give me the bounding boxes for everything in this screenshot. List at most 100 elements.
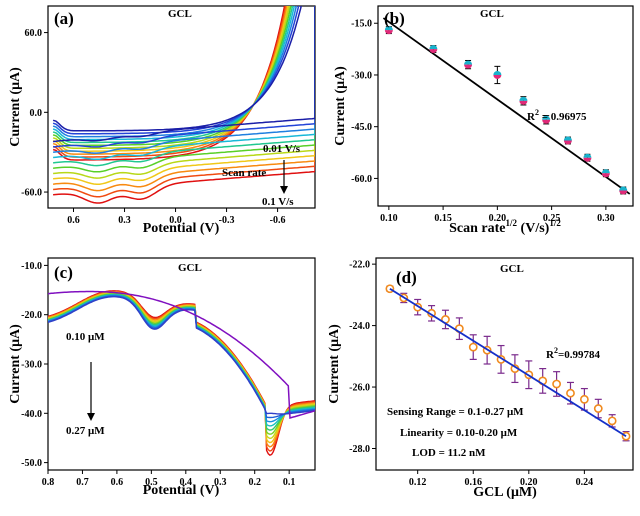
panel-b-plot bbox=[382, 17, 631, 195]
panel-b-ytick-label: -45.0 bbox=[351, 122, 372, 133]
panel-d-point bbox=[593, 404, 603, 413]
panel-b-r2: R2 = 0.96975 bbox=[527, 108, 587, 123]
panel-d-r2-value: =0.99784 bbox=[558, 349, 601, 361]
panel-b-point-top bbox=[619, 186, 628, 191]
panel-b-point-bottom bbox=[384, 30, 393, 35]
panel-c-xtick-label: 0.1 bbox=[283, 477, 296, 488]
panel-a-cv-curve bbox=[52, 6, 315, 161]
panel-c-xtick-label: 0.6 bbox=[111, 477, 124, 488]
panel-c-dpv-curve bbox=[48, 295, 315, 419]
panel-a-ylabel: Current (μA) bbox=[8, 67, 23, 147]
panel-a-cv-curve bbox=[52, 6, 315, 167]
panel-d-point bbox=[607, 416, 617, 426]
panel-a-xtick-label: 0.3 bbox=[118, 215, 131, 226]
panel-b-title: GCL bbox=[480, 8, 504, 20]
panel-b-point-top bbox=[464, 60, 473, 65]
panel-d-xtick-label: 0.12 bbox=[409, 477, 427, 488]
panel-c-annotation-low: 0.10 μM bbox=[66, 331, 105, 343]
panel-d-ytick-label: -28.0 bbox=[349, 444, 370, 455]
panel-b-xlabel-main: Scan rate bbox=[449, 221, 505, 236]
panel-a-cv-curve bbox=[52, 6, 315, 186]
panel-b-point-bottom bbox=[493, 74, 502, 79]
panel-b-point-bottom bbox=[619, 190, 628, 195]
panel-b-xlabel-unit: (V/s) bbox=[517, 221, 550, 236]
panel-a-title: GCL bbox=[168, 8, 192, 20]
panel-b-ylabel: Current (μA) bbox=[333, 66, 348, 146]
panel-c-dpv-curve bbox=[48, 293, 315, 431]
panel-a-ytick-label: 0.0 bbox=[30, 108, 43, 119]
panel-b-point-top bbox=[519, 96, 528, 101]
panel-b-xtick-label: 0.10 bbox=[380, 213, 398, 224]
panel-a-cv-curve bbox=[52, 6, 315, 179]
panel-b-point-top bbox=[563, 136, 572, 141]
panel-b-xlabel-unit-sup: 1/2 bbox=[549, 218, 561, 228]
panel-d-plot bbox=[385, 284, 631, 442]
panel-b-ticks: 0.10 0.15 0.20 0.25 0.30 -15.0 -30.0 -45.0 -60.0 bbox=[351, 19, 614, 224]
panel-c-xtick-label: 0.3 bbox=[214, 477, 227, 488]
panel-d-ytick-label: -26.0 bbox=[349, 383, 370, 394]
panel-c-xtick-label: 0.4 bbox=[180, 477, 193, 488]
panel-d-label: (d) bbox=[396, 268, 417, 287]
panel-c-dpv-curve-highest bbox=[48, 290, 315, 420]
panel-a-label: (a) bbox=[54, 9, 74, 28]
panel-d-xtick-label: 0.24 bbox=[576, 477, 594, 488]
panel-a-xtick-label: 0.0 bbox=[169, 215, 182, 226]
panel-c-ytick-label: -40.0 bbox=[21, 409, 42, 420]
panel-a-cv-curve bbox=[52, 6, 315, 204]
panel-d-point bbox=[579, 394, 589, 404]
panel-a-cv-curve bbox=[52, 6, 315, 198]
panel-c-dpv-curves: 0.8 0.7 0.6 0.5 0.4 0.3 0.2 0.1 -10.0 -20.0 -30.0 -… bbox=[8, 257, 316, 498]
panel-d-ytick-label: -22.0 bbox=[349, 260, 370, 271]
panel-b-frame bbox=[377, 5, 634, 207]
panel-d-info-linearity: Linearity = 0.10-0.20 μM bbox=[400, 427, 518, 439]
panel-c-dpv-curve bbox=[48, 294, 315, 427]
panel-b-scan-rate-plot: 0.10 0.15 0.20 0.25 0.30 -15.0 -30.0 -45.0 -60.0… bbox=[333, 5, 634, 236]
panel-a-ytick-label: 60.0 bbox=[25, 28, 43, 39]
panel-c-label: (c) bbox=[54, 263, 73, 282]
panel-b-ytick-label: -60.0 bbox=[351, 174, 372, 185]
panel-b-point-top bbox=[542, 115, 551, 120]
panel-a-annotation-fast: 0.01 V/s bbox=[263, 143, 301, 155]
panel-b-xtick-label: 0.25 bbox=[543, 213, 561, 224]
panel-d-r2-label: R bbox=[546, 349, 555, 361]
panel-c-ylabel: Current (μA) bbox=[8, 324, 23, 404]
panel-c-ytick-label: -30.0 bbox=[21, 360, 42, 371]
panel-d-calibration-plot: 0.12 0.16 0.20 0.24 -22.0 -24.0 -26.0 -28.0 (d)… bbox=[327, 257, 634, 500]
panel-b-r2-value: = 0.96975 bbox=[539, 111, 587, 123]
panel-c-dpv-curve bbox=[48, 296, 315, 415]
panel-a-xlabel: Potential (V) bbox=[143, 221, 220, 236]
panel-c-ytick-label: -50.0 bbox=[21, 458, 42, 469]
panel-d-info-lod: LOD = 11.2 nM bbox=[412, 447, 486, 459]
panel-c-curves bbox=[48, 290, 315, 457]
panel-c-annotation-high: 0.27 μM bbox=[66, 425, 105, 437]
panel-b-ytick-label: -30.0 bbox=[351, 70, 372, 81]
panel-c-arrow-head bbox=[87, 413, 95, 421]
panel-c-xtick-label: 0.2 bbox=[248, 477, 261, 488]
panel-d-point bbox=[552, 379, 561, 389]
panel-c-xtick-label: 0.8 bbox=[42, 477, 55, 488]
panel-b-r2-sup: 2 bbox=[535, 108, 539, 117]
panel-d-point bbox=[566, 388, 575, 398]
panel-b-point-bottom bbox=[519, 100, 528, 105]
panel-b-point-top bbox=[601, 169, 610, 174]
panel-c-ticks: 0.8 0.7 0.6 0.5 0.4 0.3 0.2 0.1 -10.0 -20.0 -30.0 -… bbox=[21, 261, 295, 488]
panel-c-curve-group bbox=[48, 290, 315, 457]
panel-b-ytick-label: -15.0 bbox=[351, 19, 372, 30]
panel-a-cv-curve bbox=[52, 6, 315, 173]
panel-b-fit-line bbox=[382, 17, 631, 195]
panel-a-arrow-head bbox=[280, 186, 288, 194]
panel-b-point-bottom bbox=[542, 119, 551, 124]
panel-b-label: (b) bbox=[384, 9, 405, 28]
panel-d-ytick-label: -24.0 bbox=[349, 321, 370, 332]
panel-b-r2-label: R bbox=[527, 111, 536, 123]
panel-d-xtick-label: 0.16 bbox=[464, 477, 482, 488]
panel-d-info-sensing-range: Sensing Range = 0.1-0.27 μM bbox=[387, 406, 524, 418]
panel-b-xlabel: Scan rate1/2 (V/s)1/2 bbox=[449, 218, 561, 236]
panel-d-xtick-label: 0.20 bbox=[520, 477, 538, 488]
panel-b-point-top bbox=[384, 26, 393, 31]
panel-a-xtick-label: -0.6 bbox=[270, 215, 286, 226]
panel-b-point-bottom bbox=[583, 157, 592, 162]
panel-a-annotation-slow: 0.1 V/s bbox=[262, 196, 294, 208]
panel-d-ylabel: Current (μA) bbox=[327, 324, 342, 404]
